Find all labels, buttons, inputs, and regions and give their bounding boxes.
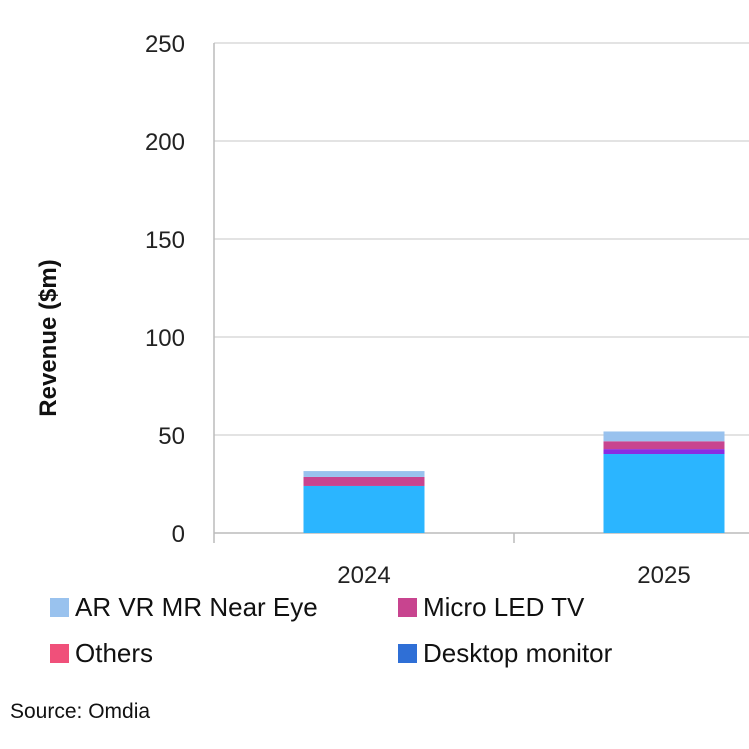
legend-item-others: Others [50,638,153,669]
legend-swatch [50,598,69,617]
revenue-chart: 0 50 100 150 200 250 2024 2025 Revenue ($m) [35,31,749,589]
y-tick-label: 50 [158,423,185,450]
y-axis-label: Revenue ($m) [35,259,62,416]
y-tick-label: 250 [145,31,185,58]
legend-swatch [50,644,69,663]
bar-segment [603,431,725,442]
y-tick-label: 150 [145,227,185,254]
legend-swatch [398,598,417,617]
x-tick-label: 2025 [637,562,690,589]
legend-label: Others [75,638,154,668]
x-tick-label: 2024 [337,562,390,589]
legend-item-ar-vr: AR VR MR Near Eye [50,592,318,623]
bar-segment [303,476,425,486]
bar-segment [603,449,725,455]
source-note: Source: Omdia [10,700,151,723]
bar-segment [303,485,425,533]
bar-segment [603,454,725,533]
bar-segment [303,471,425,477]
y-tick-label: 200 [145,129,185,156]
legend-label: AR VR MR Near Eye [75,592,318,622]
bar-segment [603,441,725,450]
legend-label: Desktop monitor [423,638,613,668]
y-tick-label: 0 [172,521,185,548]
y-tick-label: 100 [145,325,185,352]
legend-swatch [398,644,417,663]
legend-item-desktop-monitor: Desktop monitor [398,638,612,669]
legend-item-micro-led-tv: Micro LED TV [398,592,584,623]
legend-label: Micro LED TV [423,592,585,622]
